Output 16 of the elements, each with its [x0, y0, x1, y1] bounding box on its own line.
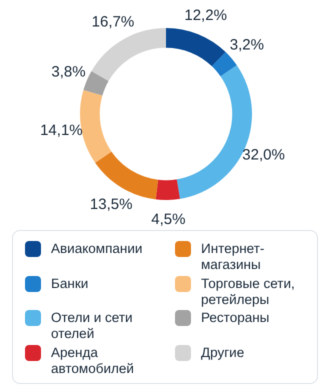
data-label: 16,7%	[92, 13, 134, 30]
data-label: 3,2%	[230, 36, 264, 54]
legend-label: Банки	[51, 276, 90, 292]
data-label: 14,1%	[40, 122, 83, 140]
data-label: 3,8%	[51, 64, 86, 81]
data-label: 4,5%	[151, 211, 186, 228]
data-label: 32,0%	[242, 146, 285, 164]
legend-label: Аренда автомобилей	[51, 344, 135, 376]
data-label: 12,2%	[184, 6, 227, 24]
legend-label: Другие	[201, 344, 246, 360]
legend-label: Торговые сети, ретейлеры	[201, 276, 296, 308]
data-label: 13,5%	[90, 196, 132, 213]
legend-label: Авиакомпании	[51, 241, 144, 257]
legend-label: Интернет-магазины	[201, 241, 266, 273]
legend-label: Отели и сети отелей	[51, 310, 134, 342]
legend-label: Рестораны	[201, 310, 270, 326]
